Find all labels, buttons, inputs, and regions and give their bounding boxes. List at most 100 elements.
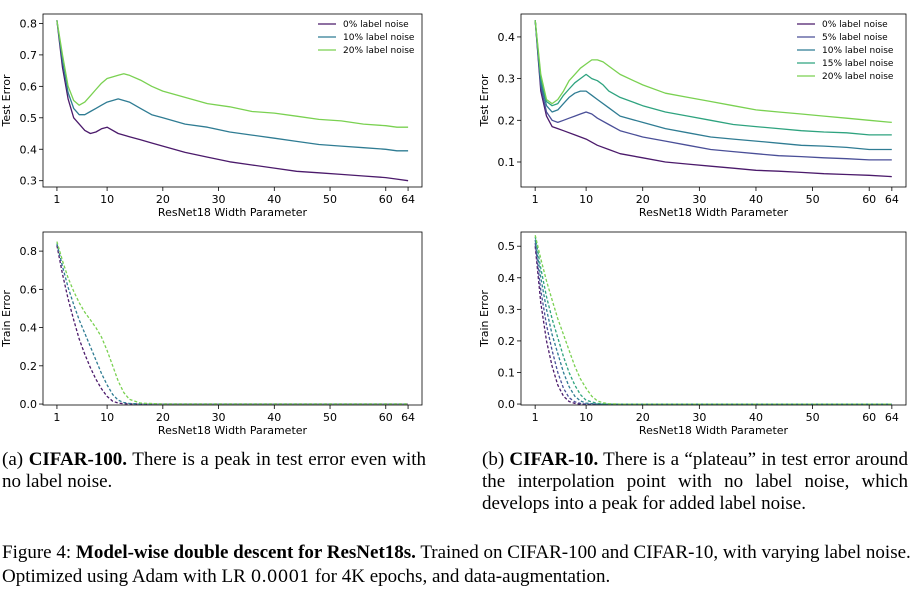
x-tick-label: 64 [401,411,415,424]
y-tick-label: 0.0 [498,398,516,411]
figure-panels: 1 10 20 30 40 50 60 64 0.3 0.4 0.5 0.6 0.7 0.8 ResNet1… [0,13,907,437]
y-tick-label: 0.5 [20,112,38,125]
subcaption-a: (a) CIFAR-100. There is a peak in test e… [2,449,426,492]
x-tick-label: 30 [212,193,226,206]
y-axis-label: Train Error [0,290,13,348]
x-tick-label: 40 [267,411,281,424]
y-tick-label: 0.1 [498,156,516,169]
x-tick-label: 30 [692,411,706,424]
x-tick-label: 60 [862,411,876,424]
y-tick-label: 0.5 [498,240,516,253]
figure-title: Model-wise double descent for ResNet18s. [75,542,416,563]
legend-entry: 10% label noise [822,46,894,56]
y-tick-label: 0.2 [498,114,516,127]
legend-entry: 5% label noise [822,33,888,43]
y-axis-label: Test Error [0,74,13,127]
y-tick-label: 0.3 [20,175,38,188]
legend-entry: 15% label noise [822,59,894,69]
x-axis-label: ResNet18 Width Parameter [158,206,308,219]
subcaption-a-dataset: CIFAR-100. [28,449,128,470]
y-tick-label: 0.3 [498,73,516,86]
legend-entry: 20% label noise [822,72,894,82]
y-tick-label: 0.8 [20,17,38,30]
x-axis-label: ResNet18 Width Parameter [639,206,789,219]
series-line-noise10 [534,239,892,405]
legend-entry: 0% label noise [343,20,409,30]
series-line-noise5 [534,20,892,161]
x-tick-label: 1 [53,193,60,206]
x-axis-label: ResNet18 Width Parameter [639,424,789,437]
x-tick-label: 60 [379,411,393,424]
y-tick-label: 0.3 [498,303,516,316]
series-line-noise20 [534,20,892,124]
series-line-noise15 [534,20,892,136]
legend: 0% label noise 10% label noise 20% label n… [318,20,415,56]
y-tick-label: 0.2 [498,335,516,348]
x-tick-label: 60 [862,193,876,206]
x-tick-label: 20 [636,193,650,206]
series-line-noise20 [534,235,892,405]
chart-cifar100-train: 1 10 20 30 40 50 60 64 0.0 0.2 0.4 0.6 0.8 ResNet18 W… [0,231,423,437]
x-tick-label: 10 [579,411,593,424]
x-tick-label: 50 [323,193,337,206]
legend: 0% label noise 5% label noise 10% label no… [797,20,894,82]
figure-label: Figure 4: [2,542,76,563]
y-tick-label: 0.6 [20,80,38,93]
x-tick-label: 20 [156,193,170,206]
series-line-noise20 [56,20,409,128]
series-line-noise20 [56,241,409,405]
subcaption-b-dataset: CIFAR-10. [509,449,599,470]
y-tick-label: 0.7 [20,49,38,62]
x-tick-label: 10 [579,193,593,206]
x-tick-label: 50 [806,193,820,206]
x-tick-label: 40 [267,193,281,206]
y-tick-label: 0.4 [20,322,38,335]
series-line-noise0 [534,246,892,405]
figure-caption: Figure 4: Model-wise double descent for … [2,542,911,587]
x-tick-label: 20 [156,411,170,424]
y-tick-label: 0.4 [498,272,516,285]
x-tick-label: 1 [532,411,539,424]
x-axis-label: ResNet18 Width Parameter [158,424,308,437]
y-tick-label: 0.1 [498,366,516,379]
chart-cifar10-test: 1 10 20 30 40 50 60 64 0.1 0.2 0.3 0.4 ResNet18 Widt… [478,13,907,219]
plot-frame [520,13,907,188]
x-tick-label: 10 [100,411,114,424]
x-tick-label: 1 [532,193,539,206]
x-tick-label: 30 [212,411,226,424]
y-tick-label: 0.0 [20,398,38,411]
legend-entry: 20% label noise [343,46,415,56]
plot-frame [42,231,423,406]
y-tick-label: 0.4 [498,31,516,44]
series-line-noise5 [534,242,892,405]
series-line-noise0 [534,20,892,178]
x-tick-label: 64 [885,193,899,206]
x-tick-label: 60 [379,193,393,206]
x-tick-label: 30 [692,193,706,206]
y-tick-label: 0.4 [20,143,38,156]
series-line-noise15 [534,236,892,405]
x-tick-label: 40 [749,411,763,424]
series-line-noise0 [56,20,409,182]
x-tick-label: 10 [100,193,114,206]
y-tick-label: 0.2 [20,360,38,373]
x-tick-label: 50 [323,411,337,424]
y-tick-label: 0.8 [20,245,38,258]
plot-frame [520,231,907,406]
x-tick-label: 64 [401,193,415,206]
series-line-noise10 [56,20,409,152]
subcaption-b: (b) CIFAR-10. There is a “plateau” in te… [482,449,909,514]
legend-entry: 10% label noise [343,33,415,43]
legend-entry: 0% label noise [822,20,888,30]
plot-frame [42,13,423,188]
x-tick-label: 40 [749,193,763,206]
series-line-noise10 [56,243,409,405]
y-axis-label: Train Error [478,290,491,348]
x-tick-label: 64 [885,411,899,424]
x-tick-label: 1 [53,411,60,424]
x-tick-label: 20 [636,411,650,424]
y-tick-label: 0.6 [20,283,38,296]
y-axis-label: Test Error [478,74,491,127]
chart-cifar100-test: 1 10 20 30 40 50 60 64 0.3 0.4 0.5 0.6 0.7 0.8 ResNet1… [0,13,423,219]
x-tick-label: 50 [806,411,820,424]
